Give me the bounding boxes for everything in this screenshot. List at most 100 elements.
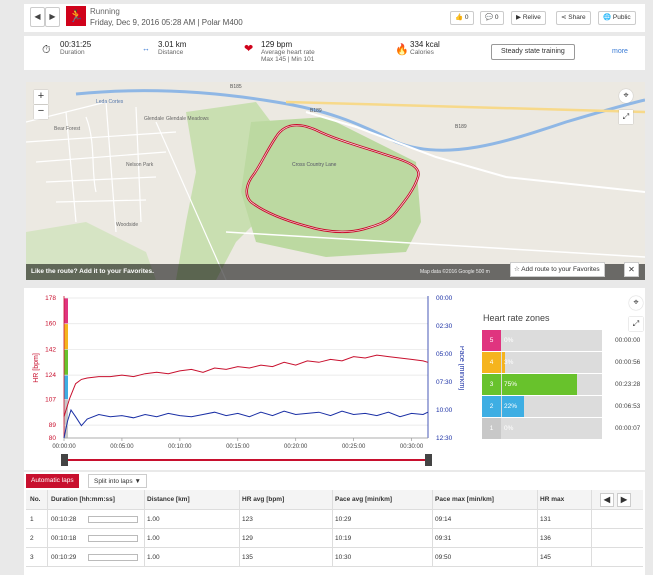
lap-duration: 00:10:29	[51, 554, 77, 561]
column-divider	[239, 490, 240, 509]
column-divider	[332, 490, 333, 509]
y2-tick-label: 12:30	[436, 435, 453, 442]
road-label: B185	[230, 84, 242, 90]
zone-band	[64, 349, 68, 376]
lap-hr-max: 131	[540, 516, 551, 523]
split-into-laps-dropdown[interactable]: Split into laps ▼	[88, 474, 147, 488]
column-header: HR avg [bpm]	[242, 496, 285, 503]
column-divider	[591, 510, 592, 528]
zone-time: 00:00:07	[615, 425, 641, 432]
more-link[interactable]: more	[612, 48, 628, 55]
column-divider	[47, 548, 48, 566]
zone-band	[64, 298, 68, 324]
lap-distance: 1.00	[147, 554, 160, 561]
place-label: Glendale Meadows	[166, 116, 209, 122]
session-subtitle: Friday, Dec 9, 2016 05:28 AM | Polar M40…	[90, 18, 243, 27]
zone-percent: 75%	[504, 381, 518, 388]
table-row[interactable]: 3 00:10:29 1.00 135 10:30 09:50 145	[26, 548, 643, 567]
tab-automatic-laps[interactable]: Automatic laps	[26, 474, 79, 488]
heart-icon: ❤	[244, 43, 254, 55]
lap-duration: 00:10:28	[51, 516, 77, 523]
road-label: B189	[455, 124, 467, 130]
lap-distance: 1.00	[147, 516, 160, 523]
y-tick-label: 89	[49, 422, 57, 429]
relive-button[interactable]: ▶ Relive	[511, 11, 546, 25]
chart-panel: 178 160 142 124 107 89 80 00:00 02:30 05:00 07:30 1…	[24, 288, 645, 470]
share-button[interactable]: ⋖ Share	[556, 11, 591, 25]
y-tick-label: 124	[45, 372, 56, 379]
y2-tick-label: 10:00	[436, 407, 453, 414]
lap-hr-avg: 129	[242, 535, 253, 542]
zone-row: 4 3% 00:00:56	[482, 352, 640, 373]
table-row[interactable]: 1 00:10:28 1.00 123 10:29 09:14 131	[26, 510, 643, 529]
fullscreen-icon[interactable]: ⤢	[629, 317, 643, 331]
hr-pace-chart[interactable]: 178 160 142 124 107 89 80 00:00 02:30 05:00 07:30 1…	[24, 288, 464, 470]
column-divider	[144, 548, 145, 566]
locate-icon[interactable]: ⌖	[619, 89, 633, 103]
zone-row: 2 22% 00:06:53	[482, 396, 640, 417]
column-divider	[537, 529, 538, 547]
x-tick-label: 00:25:00	[342, 444, 366, 450]
y2-axis-label: Pace [min/km]	[458, 346, 464, 390]
column-divider	[537, 548, 538, 566]
prev-session-button[interactable]: ◀	[30, 7, 45, 27]
close-button[interactable]: ✕	[624, 262, 639, 277]
zone-fill-bar	[502, 374, 577, 395]
fullscreen-icon[interactable]: ⤢	[619, 110, 633, 124]
lap-pace-max: 09:14	[435, 516, 452, 523]
range-handle-right[interactable]	[425, 454, 432, 466]
lap-duration-bar	[88, 535, 138, 542]
x-tick-label: 00:20:00	[284, 444, 308, 450]
column-divider	[591, 490, 592, 509]
zone-band	[64, 323, 68, 350]
scroll-left-button[interactable]: ◀	[600, 493, 614, 507]
lap-no: 2	[30, 535, 34, 542]
scroll-right-button[interactable]: ▶	[617, 493, 631, 507]
public-button[interactable]: 🌐 Public	[598, 11, 636, 25]
column-divider	[332, 510, 333, 528]
column-header: Distance [km]	[147, 496, 190, 503]
x-tick-label: 00:10:00	[168, 444, 192, 450]
range-handle-left[interactable]	[61, 454, 68, 466]
table-row[interactable]: 2 00:10:18 1.00 129 10:19 09:31 136	[26, 529, 643, 548]
zone-band	[64, 399, 68, 438]
zone-time: 00:06:53	[615, 403, 641, 410]
lap-duration: 00:10:18	[51, 535, 77, 542]
favorites-prompt: Like the route? Add it to your Favorites…	[31, 268, 154, 275]
zoom-in-button[interactable]: +	[34, 90, 48, 104]
session-title: Running	[90, 7, 120, 16]
comment-icon: 💬	[485, 14, 494, 21]
column-divider	[239, 529, 240, 547]
place-label: Glendale	[144, 116, 165, 122]
map-canvas	[26, 82, 645, 280]
add-route-favorites-button[interactable]: ☆ Add route to your Favorites	[510, 262, 605, 277]
y2-tick-label: 00:00	[436, 295, 453, 302]
like-button[interactable]: 👍 0	[450, 11, 474, 25]
lap-duration-bar	[88, 554, 138, 561]
column-divider	[537, 510, 538, 528]
column-divider	[47, 510, 48, 528]
lap-pace-max: 09:31	[435, 535, 452, 542]
comment-button[interactable]: 💬 0	[480, 11, 504, 25]
zone-fill-bar	[502, 352, 505, 373]
chevron-down-icon: ▼	[134, 478, 141, 485]
place-label: Cross Country Lane	[292, 162, 337, 168]
map-attribution: Map data ©2016 Google 500 m	[420, 269, 490, 275]
map-bottom-bar: Like the route? Add it to your Favorites…	[26, 262, 645, 280]
locate-icon[interactable]: ⌖	[629, 296, 643, 310]
training-benefit-button[interactable]: Steady state training	[491, 44, 575, 60]
distance-icon: ↔	[142, 44, 150, 53]
lap-no: 1	[30, 516, 34, 523]
y-tick-label: 160	[45, 321, 56, 328]
road-label: B189	[310, 108, 322, 114]
duration-stat: 00:31:25 Duration	[60, 40, 92, 56]
zoom-out-button[interactable]: −	[34, 105, 48, 119]
route-map[interactable]: B185 B189 B189 Leda Cortes Glendale Glen…	[26, 82, 645, 280]
lap-duration-bar	[88, 516, 138, 523]
distance-stat: 3.01 km Distance	[158, 40, 187, 56]
column-divider	[239, 510, 240, 528]
next-session-button[interactable]: ▶	[45, 7, 60, 27]
y-tick-label: 142	[45, 346, 56, 353]
place-label: Leda Cortes	[96, 99, 124, 105]
column-divider	[144, 529, 145, 547]
